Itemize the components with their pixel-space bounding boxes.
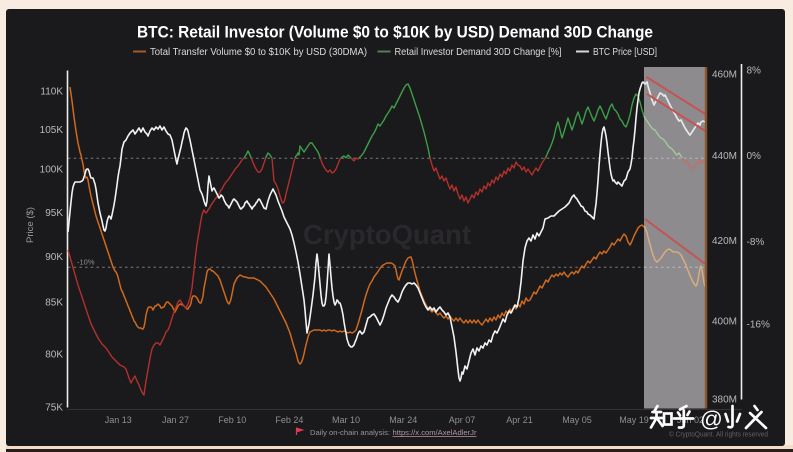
svg-text:Feb 10: Feb 10: [218, 415, 246, 425]
svg-text:90K: 90K: [45, 252, 63, 263]
svg-text:@: @: [700, 407, 723, 432]
svg-text:Mar 10: Mar 10: [332, 415, 360, 425]
svg-text:© CryptoQuant. All rights rese: © CryptoQuant. All rights reserved: [669, 431, 768, 439]
svg-text:100K: 100K: [40, 165, 64, 176]
svg-text:Total Transfer Volume $0 to $1: Total Transfer Volume $0 to $10K by USD …: [150, 46, 367, 58]
svg-text:85K: 85K: [45, 298, 63, 309]
svg-text:Mar 24: Mar 24: [389, 415, 417, 425]
svg-text:380M: 380M: [712, 395, 737, 406]
svg-text:105K: 105K: [40, 125, 64, 136]
svg-text:https://x.com/AxelAdlerJr: https://x.com/AxelAdlerJr: [393, 428, 477, 437]
svg-text:BTC Price [USD]: BTC Price [USD]: [593, 46, 657, 58]
svg-text:CryptoQuant: CryptoQuant: [303, 219, 471, 250]
svg-text:BTC: Retail Investor (Volume $: BTC: Retail Investor (Volume $0 to $10K …: [137, 24, 653, 42]
svg-text:Price ($): Price ($): [25, 207, 36, 243]
svg-text:110K: 110K: [40, 87, 63, 98]
svg-text:8%: 8%: [747, 66, 762, 77]
svg-text:-8%: -8%: [747, 237, 765, 248]
svg-text:Jun 02: Jun 02: [677, 415, 704, 425]
svg-text:Feb 24: Feb 24: [275, 415, 303, 425]
svg-text:75K: 75K: [45, 403, 63, 414]
svg-text:400M: 400M: [712, 317, 737, 328]
svg-text:Jan 13: Jan 13: [105, 415, 132, 425]
svg-text:80K: 80K: [45, 350, 63, 361]
svg-text:-10%: -10%: [77, 258, 95, 267]
svg-text:0%: 0%: [747, 151, 762, 162]
svg-text:May 05: May 05: [562, 415, 592, 425]
svg-text:Apr 21: Apr 21: [506, 415, 533, 425]
svg-text:May 19: May 19: [619, 415, 649, 425]
svg-text:Daily on-chain analysis:: Daily on-chain analysis:: [310, 428, 390, 437]
svg-text:420M: 420M: [712, 236, 737, 247]
svg-text:Apr 07: Apr 07: [449, 415, 476, 425]
svg-text:95K: 95K: [45, 208, 63, 219]
svg-text:-16%: -16%: [747, 320, 770, 331]
svg-text:Retail Investor Demand 30D Cha: Retail Investor Demand 30D Change [%]: [395, 46, 562, 58]
svg-text:Jan 27: Jan 27: [162, 415, 189, 425]
svg-text:440M: 440M: [712, 151, 737, 162]
svg-text:460M: 460M: [712, 70, 737, 81]
